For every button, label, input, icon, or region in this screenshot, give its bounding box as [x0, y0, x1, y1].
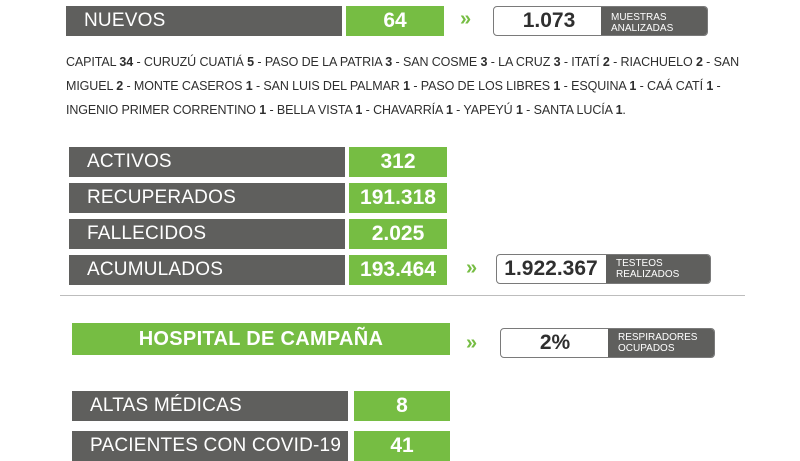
altas-row: ALTAS MÉDICAS 8	[72, 391, 452, 421]
localidad-item: CHAVARRÍA 1	[373, 103, 453, 117]
localidad-count: 34	[119, 55, 134, 69]
localidad-count: 1	[515, 103, 523, 117]
localidad-name: YAPEYÚ	[463, 103, 516, 117]
localidad-count: 3	[385, 55, 393, 69]
altas-label: ALTAS MÉDICAS	[72, 391, 348, 421]
localidad-name: SAN MIGUEL	[66, 55, 740, 93]
localidad-item: INGENIO PRIMER CORRENTINO 1	[66, 103, 266, 117]
localidad-item: RIACHUELO 2	[621, 55, 703, 69]
localidad-count: 2	[116, 79, 124, 93]
localidad-count: 3	[480, 55, 488, 69]
localidad-count: 1	[553, 79, 561, 93]
localidad-item: CAÁ CATÍ 1	[647, 79, 713, 93]
muestras-value: 1.073	[522, 9, 576, 32]
activos-row: ACTIVOS 312	[69, 147, 449, 177]
pacientes-value: 41	[354, 431, 450, 461]
localidad-name: BELLA VISTA	[276, 103, 356, 117]
pacientes-row: PACIENTES CON COVID-19 41	[72, 431, 452, 461]
localidad-item: SAN COSME 3	[403, 55, 487, 69]
acumulados-label: ACUMULADOS	[69, 255, 345, 285]
muestras-box: 1.073 MUESTRAS ANALIZADAS	[493, 6, 708, 36]
localidad-item: CAPITAL 34	[66, 55, 133, 69]
localidad-name: SAN COSME	[402, 55, 481, 69]
localidad-count: 1	[403, 79, 410, 93]
localidad-name: MONTE CASEROS	[133, 79, 246, 93]
localidad-item: BELLA VISTA 1	[277, 103, 362, 117]
localidad-name: SAN LUIS DEL PALMAR	[263, 79, 404, 93]
recuperados-value: 191.318	[349, 183, 447, 213]
fallecidos-row: FALLECIDOS 2.025	[69, 219, 449, 249]
recuperados-row: RECUPERADOS 191.318	[69, 183, 449, 213]
localidades-list: CAPITAL 34 - CURUZÚ CUATIÁ 5 - PASO DE L…	[66, 55, 740, 117]
localidad-name: CAPITAL	[66, 55, 120, 69]
nuevos-row: NUEVOS 64	[66, 6, 446, 36]
fallecidos-label: FALLECIDOS	[69, 219, 345, 249]
arrow-icon: »	[466, 257, 477, 279]
localidad-name: CHAVARRÍA	[373, 103, 446, 117]
localidad-item: LA CRUZ 3	[498, 55, 560, 69]
localidad-name: RIACHUELO	[620, 55, 696, 69]
localidad-count: 1	[615, 103, 623, 117]
respiradores-caption: RESPIRADORES OCUPADOS	[608, 329, 714, 357]
localidad-count: 1	[259, 103, 267, 117]
altas-value: 8	[354, 391, 450, 421]
localidad-item: MONTE CASEROS 1	[134, 79, 253, 93]
localidad-count: 1	[706, 79, 714, 93]
localidad-count: 1	[445, 103, 453, 117]
fallecidos-value: 2.025	[349, 219, 447, 249]
nuevos-value: 64	[346, 6, 444, 36]
localidad-name: INGENIO PRIMER CORRENTINO	[66, 103, 260, 117]
arrow-icon: »	[460, 8, 471, 30]
respiradores-value: 2%	[539, 331, 571, 354]
localidad-name: LA CRUZ	[498, 55, 554, 69]
muestras-caption: MUESTRAS ANALIZADAS	[601, 7, 707, 35]
localidad-item: SAN MIGUEL 2	[66, 55, 739, 93]
acumulados-row: ACUMULADOS 193.464	[69, 255, 449, 285]
localidad-count: 3	[553, 55, 561, 69]
localidad-item: PASO DE LA PATRIA 3	[265, 55, 392, 69]
activos-value: 312	[349, 147, 447, 177]
localidad-item: PASO DE LOS LIBRES 1	[421, 79, 561, 93]
activos-label: ACTIVOS	[69, 147, 345, 177]
localidad-item: YAPEYÚ 1	[463, 103, 523, 117]
localidad-count: 1	[355, 103, 363, 117]
nuevos-label: NUEVOS	[66, 6, 342, 36]
localidad-name: SANTA LUCÍA	[533, 103, 616, 117]
localidad-count: 1	[629, 79, 637, 93]
localidad-name: PASO DE LA PATRIA	[264, 55, 386, 69]
pacientes-label: PACIENTES CON COVID-19	[72, 431, 348, 461]
localidad-item: ITATÍ 2	[571, 55, 610, 69]
hospital-title: HOSPITAL DE CAMPAÑA	[72, 323, 450, 355]
localidad-item: ESQUINA 1	[571, 79, 636, 93]
localidad-name: CAÁ CATÍ	[647, 79, 707, 93]
localidad-count: 1	[245, 79, 253, 93]
localidad-count: 2	[695, 55, 703, 69]
testeos-caption: TESTEOS REALIZADOS	[606, 255, 710, 283]
recuperados-label: RECUPERADOS	[69, 183, 345, 213]
localidad-count: 5	[247, 55, 255, 69]
acumulados-value: 193.464	[349, 255, 447, 285]
localidad-name: ESQUINA	[571, 79, 630, 93]
localidad-item: CURUZÚ CUATIÁ 5	[144, 55, 254, 69]
arrow-icon: »	[466, 332, 477, 354]
localidad-item: SAN LUIS DEL PALMAR 1	[263, 79, 410, 93]
localidad-name: ITATÍ	[571, 55, 603, 69]
localidad-name: PASO DE LOS LIBRES	[420, 79, 554, 93]
section-divider	[60, 295, 745, 296]
localidad-name: CURUZÚ CUATIÁ	[143, 55, 248, 69]
testeos-value: 1.922.367	[504, 257, 598, 280]
testeos-box: 1.922.367 TESTEOS REALIZADOS	[496, 254, 711, 284]
respiradores-box: 2% RESPIRADORES OCUPADOS	[500, 328, 715, 358]
localidad-count: 2	[602, 55, 610, 69]
localidad-item: SANTA LUCÍA 1	[534, 103, 623, 117]
